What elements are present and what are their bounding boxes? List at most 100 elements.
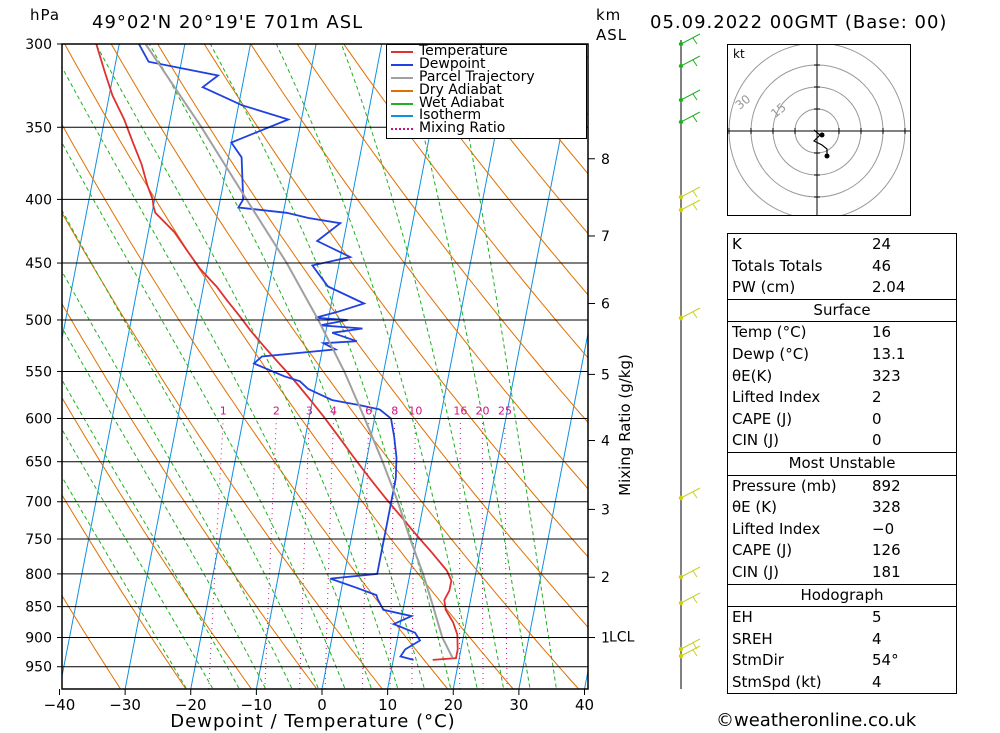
- index-row: PW (cm) 2.04: [728, 277, 956, 299]
- index-row: Lifted Index −0: [728, 519, 956, 541]
- legend-swatch: [391, 128, 413, 131]
- mixing-ratio-line: [324, 418, 334, 689]
- index-value: 126: [872, 541, 901, 560]
- km-tick-label: 1: [601, 631, 610, 647]
- legend-swatch: [391, 89, 413, 92]
- pressure-tick-label: 700: [25, 495, 52, 511]
- wind-barb: [680, 89, 701, 101]
- index-label: CIN (J): [732, 562, 780, 581]
- mixing-ratio-axis-title: Mixing Ratio (g/kg): [616, 354, 634, 496]
- index-label: Totals Totals: [732, 256, 823, 275]
- legend-item: Dewpoint: [387, 57, 586, 71]
- legend-swatch: [391, 63, 413, 66]
- x-tick-label: −30: [109, 696, 141, 714]
- index-label: CAPE (J): [732, 541, 793, 560]
- dry-adiabat: [389, 44, 588, 296]
- index-section-title: Hodograph: [728, 583, 956, 608]
- index-label: Lifted Index: [732, 519, 821, 538]
- index-row: StmSpd (kt) 4: [728, 672, 956, 694]
- pressure-tick-label: 600: [25, 411, 52, 427]
- legend-label: Isotherm: [419, 107, 482, 124]
- legend-item: Wet Adiabat: [387, 96, 586, 110]
- x-tick-label: 0: [317, 696, 327, 714]
- legend-item: Parcel Trajectory: [387, 70, 586, 84]
- isotherm-line: [255, 44, 383, 689]
- index-value: 4: [872, 629, 882, 648]
- dry-adiabat: [296, 44, 588, 424]
- index-section-title: Surface: [728, 298, 956, 323]
- index-row: CAPE (J) 126: [728, 540, 956, 562]
- chart-legend: Temperature Dewpoint Parcel Trajectory Dry …: [386, 44, 587, 139]
- pressure-tick-label: 650: [25, 455, 52, 471]
- mixing-ratio-line: [208, 418, 224, 689]
- wind-barb: [680, 307, 701, 319]
- wet-adiabat: [450, 44, 557, 689]
- pressure-tick-label: 900: [25, 631, 52, 647]
- pressure-tick-label: 450: [25, 256, 52, 272]
- index-label: EH: [732, 608, 753, 627]
- pressure-tick-label: 850: [25, 600, 52, 616]
- legend-item: Isotherm: [387, 107, 586, 124]
- index-value: 328: [872, 498, 901, 517]
- index-value: 16: [872, 323, 892, 342]
- index-row: K 24: [728, 234, 956, 256]
- mixing-ratio-label: 10: [408, 404, 422, 417]
- legend-swatch: [391, 76, 413, 79]
- hodo-trace: [812, 129, 828, 156]
- index-value: 2: [872, 388, 882, 407]
- index-row: Temp (°C) 16: [728, 322, 956, 344]
- index-label: θE (K): [732, 498, 777, 517]
- isotherm-line: [584, 668, 588, 689]
- legend-item: Mixing Ratio: [387, 121, 586, 135]
- index-label: StmDir: [732, 651, 784, 670]
- index-label: Dewp (°C): [732, 344, 810, 363]
- index-value: 13.1: [872, 344, 906, 363]
- index-row: Pressure (mb) 892: [728, 476, 956, 498]
- index-label: PW (cm): [732, 278, 796, 297]
- dry-adiabat: [62, 123, 449, 689]
- index-label: CIN (J): [732, 431, 780, 450]
- wind-barb: [680, 186, 701, 198]
- index-value: 5: [872, 608, 882, 627]
- legend-item: Dry Adiabat: [387, 81, 586, 98]
- dry-adiabat: [62, 396, 252, 689]
- x-tick-label: −10: [241, 696, 273, 714]
- index-row: θE (K) 328: [728, 497, 956, 519]
- dry-adiabat: [64, 44, 514, 689]
- km-label: km: [596, 6, 622, 24]
- index-row: CIN (J) 181: [728, 562, 956, 584]
- index-label: SREH: [732, 629, 773, 648]
- x-tick-label: 20: [444, 696, 463, 714]
- legend-label: Dry Adiabat: [419, 81, 502, 98]
- location-title: 49°02'N 20°19'E 701m ASL: [92, 12, 364, 33]
- x-tick-label: −40: [44, 696, 76, 714]
- wet-adiabat: [62, 475, 188, 689]
- indices-table: K 24 Totals Totals 46 PW (cm) 2.04 Surface Temp…: [727, 233, 957, 695]
- mixing-ratio-label: 8: [391, 404, 398, 417]
- wet-adiabat: [209, 44, 452, 689]
- wind-barb: [680, 111, 701, 123]
- legend-swatch: [391, 51, 413, 53]
- lcl-label: LCL: [609, 629, 635, 645]
- index-section-title: Most Unstable: [728, 451, 956, 476]
- hodo-kt-label: kt: [733, 47, 745, 61]
- wind-barb: [680, 199, 701, 211]
- pressure-tick-label: 950: [25, 660, 52, 676]
- wet-adiabat: [399, 44, 531, 689]
- index-label: θE(K): [732, 366, 773, 385]
- x-tick-label: −20: [175, 696, 207, 714]
- km-tick-label: 6: [601, 297, 610, 313]
- dry-adiabat: [62, 594, 121, 689]
- series-parcel-trajectory: [144, 44, 454, 659]
- asl-label: ASL: [596, 26, 628, 44]
- dry-adiabat: [62, 211, 383, 689]
- km-tick-label: 4: [601, 434, 610, 450]
- hodo-ring-label: 30: [733, 92, 754, 113]
- isotherm-line: [518, 330, 588, 689]
- index-row: Dewp (°C) 13.1: [728, 344, 956, 366]
- wet-adiabat: [340, 44, 505, 689]
- index-value: 54°: [872, 651, 899, 670]
- plot-frame: [61, 43, 589, 690]
- km-tick-label: 8: [601, 152, 610, 168]
- index-row: CIN (J) 0: [728, 430, 956, 452]
